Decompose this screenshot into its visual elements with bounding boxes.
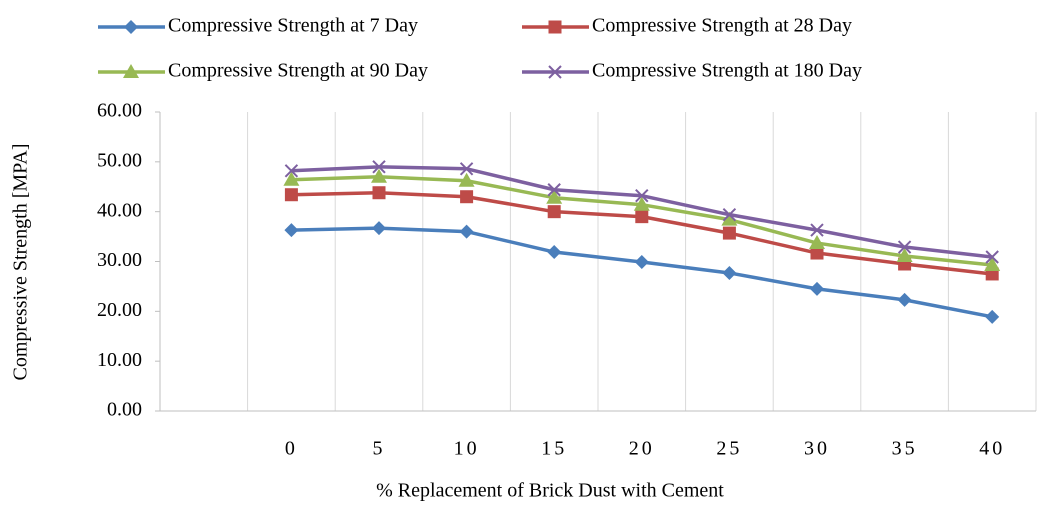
data-point <box>722 207 737 222</box>
x-tick-label: 40 <box>979 438 1005 460</box>
data-point <box>985 309 1000 324</box>
data-point <box>458 172 475 187</box>
data-point <box>284 164 299 178</box>
data-point <box>635 189 649 203</box>
data-point <box>634 254 649 269</box>
data-point <box>284 223 299 238</box>
data-point <box>897 292 912 307</box>
legend-label: Compressive Strength at 7 Day <box>168 15 418 37</box>
data-point <box>722 226 736 240</box>
data-point <box>897 240 912 254</box>
data-point <box>984 256 1001 271</box>
data-point <box>547 183 561 197</box>
data-point <box>633 196 650 211</box>
data-point <box>721 211 738 226</box>
data-point <box>372 186 386 200</box>
data-point <box>809 235 825 250</box>
data-point <box>546 189 563 204</box>
y-tick-label: 60.00 <box>97 100 142 122</box>
series-line <box>291 226 993 319</box>
data-point <box>371 168 387 183</box>
data-point <box>810 223 824 237</box>
data-point <box>896 248 913 263</box>
data-point <box>372 160 386 174</box>
x-tick-label: 0 <box>285 438 298 460</box>
data-point <box>810 246 824 260</box>
x-tick-label: 15 <box>541 438 567 460</box>
data-point <box>459 224 474 239</box>
data-point <box>635 210 649 224</box>
data-point <box>985 250 999 264</box>
x-axis-title: % Replacement of Brick Dust with Cement <box>376 480 724 502</box>
legend-label: Compressive Strength at 180 Day <box>592 60 862 82</box>
legend-marker <box>548 20 562 34</box>
data-point <box>547 205 561 219</box>
data-point <box>283 171 300 186</box>
x-tick-label: 20 <box>629 438 655 460</box>
legend-marker <box>124 20 138 34</box>
data-point <box>460 190 474 204</box>
x-tick-label: 35 <box>892 438 918 460</box>
data-point <box>810 281 824 296</box>
data-point <box>547 245 562 260</box>
y-tick-label: 20.00 <box>97 299 142 321</box>
data-point <box>284 188 298 202</box>
x-tick-label: 25 <box>716 438 742 460</box>
y-tick-label: 30.00 <box>97 249 142 271</box>
y-tick-label: 40.00 <box>97 199 142 221</box>
y-tick-label: 0.00 <box>107 399 142 421</box>
y-tick-label: 10.00 <box>97 349 142 371</box>
data-point <box>459 162 474 176</box>
x-tick-label: 5 <box>373 438 386 460</box>
data-point <box>722 265 737 280</box>
legend-label: Compressive Strength at 28 Day <box>592 15 852 37</box>
x-tick-label: 30 <box>804 438 830 460</box>
y-axis-title: Compressive Strength [MPA] <box>10 143 32 380</box>
x-tick-label: 10 <box>454 438 480 460</box>
data-point <box>372 221 386 236</box>
legend-marker <box>123 64 139 78</box>
legend-marker <box>548 65 562 79</box>
legend-label: Compressive Strength at 90 Day <box>168 60 428 82</box>
y-tick-label: 50.00 <box>97 149 142 171</box>
